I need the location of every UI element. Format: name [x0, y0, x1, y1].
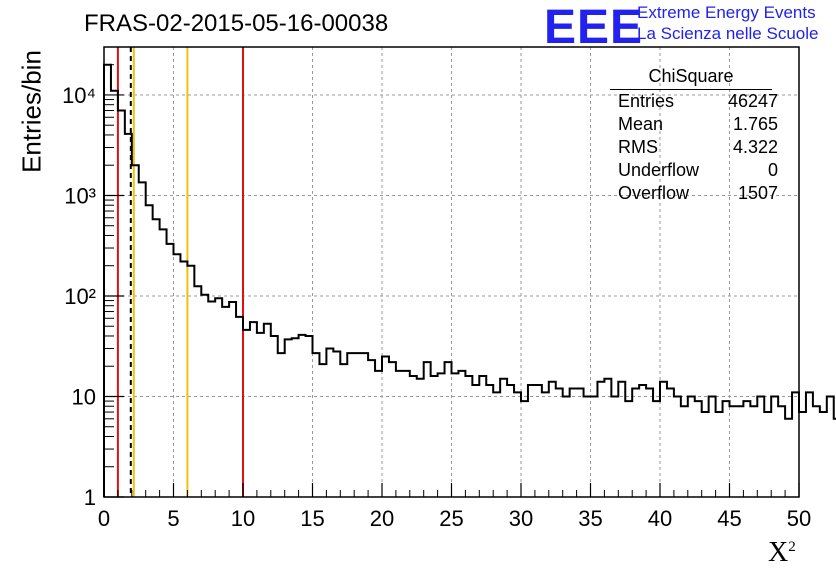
stats-row-overflow: Overflow 1507	[618, 182, 778, 205]
x-tick-label: 20	[370, 506, 394, 531]
x-axis-label-sup: 2	[788, 539, 796, 555]
y-tick-label: 1	[84, 485, 96, 510]
stats-value: 1507	[737, 183, 778, 203]
stats-box: ChiSquare Entries 46247 Mean 1.765 RMS 4.32…	[610, 66, 782, 205]
x-tick-label: 10	[231, 506, 255, 531]
y-tick-label: 10⁴	[62, 83, 96, 108]
stats-value: 1.765	[732, 114, 778, 134]
stats-value: 0	[767, 160, 778, 180]
reference-lines	[116, 47, 244, 497]
logo-line-2: La Scienza nelle Scuole	[637, 24, 819, 43]
stats-row-mean: Mean 1.765	[618, 113, 778, 136]
y-axis: 1 10 10² 10³ 10⁴	[62, 64, 124, 510]
x-axis-label-base: X	[768, 537, 789, 568]
stats-row-underflow: Underflow 0	[618, 159, 778, 182]
y-axis-label: Entries/bin	[16, 50, 47, 173]
y-tick-label: 10³	[64, 183, 96, 208]
x-tick-label: 50	[787, 506, 811, 531]
x-tick-label: 45	[717, 506, 741, 531]
grid-lines	[104, 47, 799, 497]
x-tick-label: 0	[98, 506, 110, 531]
stats-value: 46247	[727, 91, 778, 111]
stats-label: Mean	[618, 114, 664, 134]
x-tick-label: 40	[648, 506, 672, 531]
stats-row-rms: RMS 4.322	[618, 136, 778, 159]
y-tick-label: 10²	[64, 284, 96, 309]
x-tick-label: 15	[300, 506, 324, 531]
eee-logo: EEE	[544, 1, 644, 54]
stats-value: 4.322	[732, 137, 778, 157]
y-tick-label: 10	[72, 384, 96, 409]
histogram-line	[103, 63, 836, 497]
stats-row-entries: Entries 46247	[618, 90, 778, 113]
stats-label: Overflow	[618, 183, 690, 203]
chart-title: FRAS-02-2015-05-16-00038	[84, 10, 389, 37]
x-tick-label: 35	[578, 506, 602, 531]
stats-label: Entries	[618, 91, 675, 111]
stats-label: RMS	[618, 137, 658, 157]
stats-label: Underflow	[618, 160, 700, 180]
logo-line-1: Extreme Energy Events	[637, 3, 816, 22]
x-axis: 0 5 10 15 20 25 30 35 40 45 50	[98, 483, 811, 531]
x-axis-label: X2	[768, 537, 796, 569]
x-tick-label: 30	[509, 506, 533, 531]
x-tick-label: 5	[167, 506, 179, 531]
x-tick-label: 25	[439, 506, 463, 531]
stats-title: ChiSquare	[610, 66, 772, 90]
